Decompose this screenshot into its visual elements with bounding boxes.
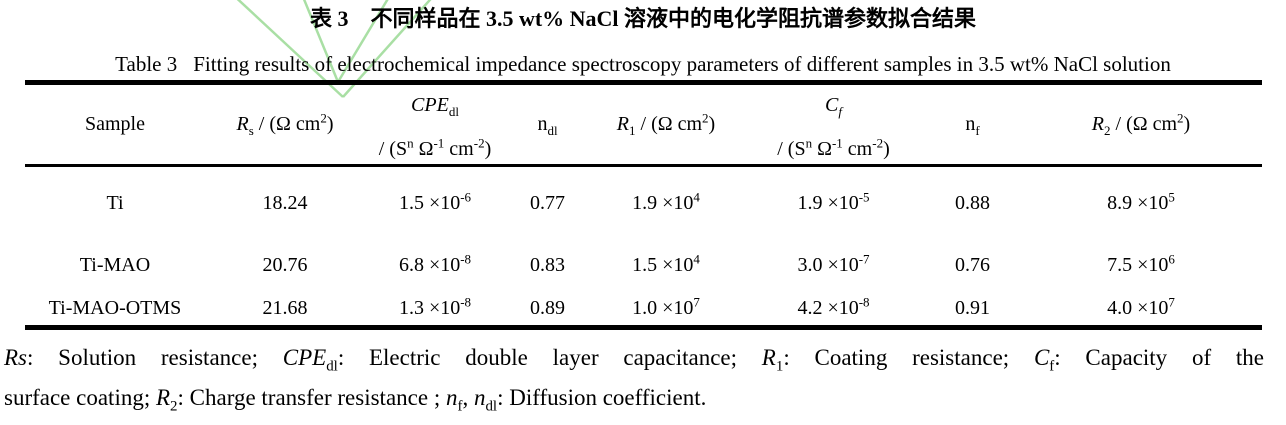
cell-r2: 4.0 ×107 (1107, 294, 1175, 319)
cell-cpe-dl: 1.5 ×10-6 (398, 189, 472, 214)
header-cf-unit: / (Sn Ω-1 cm-2) (777, 135, 890, 160)
watermark-line (236, 0, 344, 98)
table-row-ti: Ti 18.24 1.5 ×10-6 0.77 1.9 ×104 1.9 ×10… (25, 166, 1262, 240)
table-footnotes: Rs: Solution resistance; CPEdl: Electric… (4, 338, 1264, 418)
cell-n-dl: 0.77 (530, 191, 565, 214)
header-cell-r1: R1 / (Ω cm2) (616, 110, 716, 138)
table-body: Ti 18.24 1.5 ×10-6 0.77 1.9 ×104 1.9 ×10… (25, 166, 1262, 328)
header-cell-rs: Rs / (Ω cm2) (236, 110, 334, 138)
footnote-line-1: Rs: Solution resistance; CPEdl: Electric… (4, 345, 1264, 375)
cell-rs: 18.24 (262, 191, 308, 214)
cell-n-f: 0.88 (955, 191, 990, 214)
watermark-line (336, 0, 389, 83)
cell-sample: Ti-MAO (79, 254, 151, 276)
cell-r1: 1.0 ×107 (632, 294, 700, 319)
header-cell-cf: Cf / (Sn Ω-1 cm-2) (742, 83, 925, 166)
cell-r2: 7.5 ×106 (1107, 251, 1175, 276)
cell-cf: 3.0 ×10-7 (797, 251, 870, 276)
watermark-line (302, 0, 340, 83)
cell-n-dl: 0.89 (530, 296, 565, 319)
cell-cf: 4.2 ×10-8 (797, 294, 870, 319)
cell-r1: 1.5 ×104 (632, 251, 700, 276)
cell-n-f: 0.91 (955, 296, 990, 319)
header-cell-r2: R2 / (Ω cm2) (1091, 110, 1191, 138)
header-cell-n-f: nf (965, 113, 980, 138)
cell-cf: 1.9 ×10-5 (797, 189, 870, 214)
footnote-line-2: surface coating; R2: Charge transfer res… (4, 385, 707, 415)
table-caption-chinese: 表 3 不同样品在 3.5 wt% NaCl 溶液中的电化学阻抗谱参数拟合结果 (309, 6, 977, 31)
header-cf-symbol: Cf (825, 94, 842, 119)
header-cpe-unit: / (Sn Ω-1 cm-2) (378, 135, 492, 160)
table-caption-en-label: Table 3 (115, 52, 178, 76)
cell-n-dl: 0.83 (530, 254, 565, 276)
table-header: Sample Rs / (Ω cm2) CPEdl / (Sn Ω-1 cm-2… (25, 82, 1262, 166)
cell-n-f: 0.76 (955, 254, 990, 276)
cell-r2: 8.9 ×105 (1107, 189, 1175, 214)
cell-r1: 1.9 ×104 (632, 189, 700, 214)
header-cell-n-dl: ndl (537, 113, 558, 138)
cell-sample: Ti-MAO-OTMS (48, 296, 182, 319)
cell-rs: 20.76 (262, 254, 308, 276)
table-row-ti-mao: Ti-MAO 20.76 6.8 ×10-8 0.83 1.5 ×104 3.0… (25, 240, 1262, 292)
eis-fitting-results-table: Sample Rs / (Ω cm2) CPEdl / (Sn Ω-1 cm-2… (25, 80, 1262, 330)
cell-cpe-dl: 6.8 ×10-8 (398, 251, 472, 276)
table-row-ti-mao-otms: Ti-MAO-OTMS 21.68 1.3 ×10-8 0.89 1.0 ×10… (25, 292, 1262, 328)
header-cell-cpe-dl: CPEdl / (Sn Ω-1 cm-2) (365, 83, 505, 166)
table-caption-english: Table 3 Fitting results of electrochemica… (22, 51, 1264, 77)
cell-rs: 21.68 (262, 296, 308, 319)
cell-cpe-dl: 1.3 ×10-8 (398, 294, 472, 319)
table-caption-en-text: Fitting results of electrochemical imped… (193, 52, 1171, 76)
header-cpe-symbol: CPEdl (411, 94, 459, 119)
header-cell-sample: Sample (85, 113, 145, 135)
watermark-line (342, 0, 432, 98)
cell-sample: Ti (106, 191, 124, 214)
header-row: Sample Rs / (Ω cm2) CPEdl / (Sn Ω-1 cm-2… (25, 82, 1262, 166)
